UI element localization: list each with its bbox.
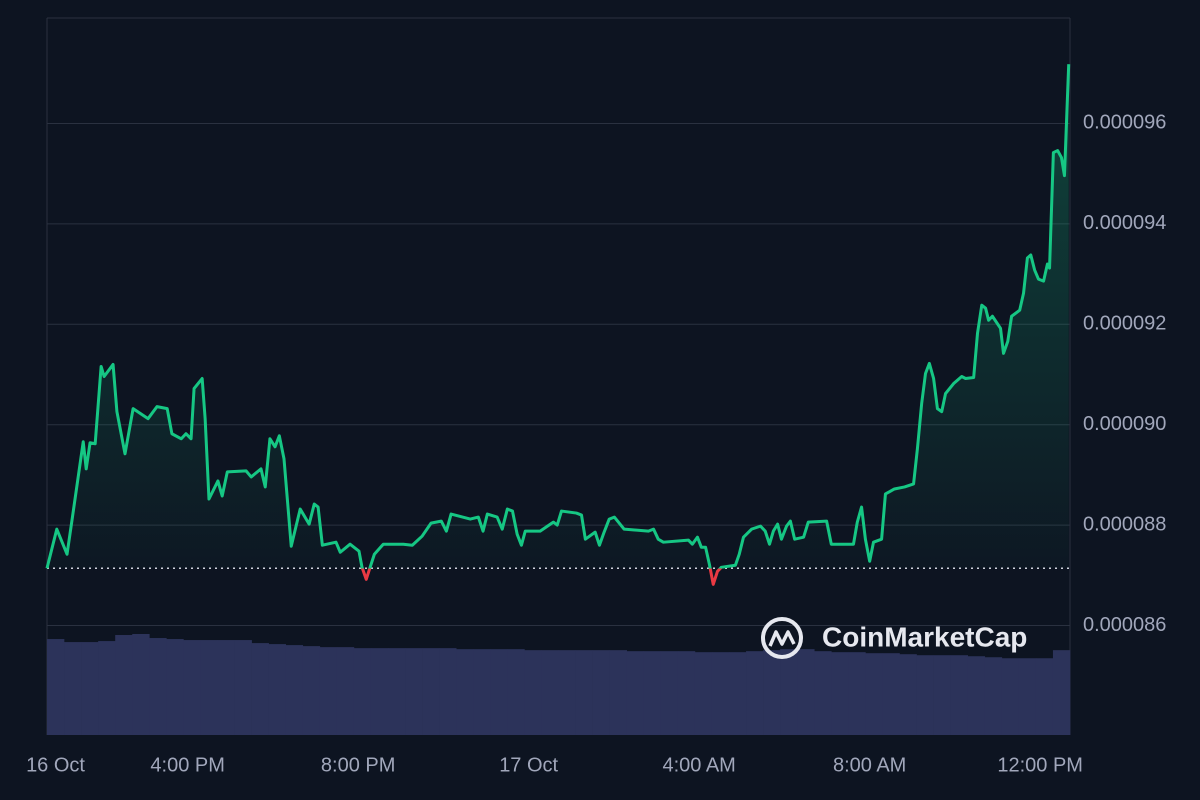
- volume-bar: [763, 650, 781, 735]
- volume-bar: [660, 651, 679, 735]
- volume-bar: [592, 650, 610, 735]
- volume-bar: [422, 648, 440, 735]
- volume-bar: [234, 640, 252, 735]
- x-tick-label: 8:00 PM: [321, 754, 395, 776]
- volume-bar: [1001, 658, 1020, 735]
- watermark-logo-m: [768, 630, 796, 647]
- volume-bar: [473, 649, 491, 735]
- volume-bar: [456, 649, 474, 735]
- volume-bar: [353, 648, 372, 735]
- volume-bar: [217, 640, 235, 735]
- volume-bar: [490, 649, 508, 735]
- volume-bar: [643, 651, 662, 735]
- volume-bar: [609, 650, 627, 735]
- volume-bar: [200, 640, 218, 735]
- volume-bar: [1018, 658, 1037, 735]
- x-tick-label: 4:00 AM: [662, 754, 735, 776]
- volume-bar: [848, 652, 866, 735]
- x-tick-label: 4:00 PM: [150, 754, 224, 776]
- volume-bar: [831, 652, 849, 735]
- volume-bar: [98, 641, 116, 735]
- volume-bar: [729, 652, 747, 735]
- x-tick-label: 17 Oct: [499, 754, 558, 776]
- volume-bar: [1052, 650, 1071, 735]
- x-tick-label: 16 Oct: [26, 754, 85, 776]
- volume-bar: [439, 648, 457, 735]
- watermark-logo: [761, 617, 803, 659]
- volume-bar: [1035, 658, 1054, 735]
- price-area: [47, 64, 1069, 569]
- volume-bar: [899, 654, 917, 735]
- volume-bar: [507, 649, 525, 735]
- volume-bar: [285, 645, 304, 735]
- volume-bar: [933, 655, 951, 735]
- volume-bar: [865, 653, 883, 735]
- y-tick-label: 0.000096: [1083, 112, 1166, 134]
- volume-bar: [677, 651, 696, 735]
- volume-bar: [711, 652, 730, 735]
- volume-bar: [524, 650, 542, 735]
- volume-bar: [302, 646, 321, 735]
- volume-bar: [149, 638, 167, 735]
- y-tick-label: 0.000094: [1083, 212, 1166, 234]
- volume-bar: [950, 655, 968, 735]
- volume-bar: [746, 651, 764, 735]
- volume-bar: [336, 647, 355, 735]
- volume-bar: [251, 643, 269, 735]
- y-tick-label: 0.000090: [1083, 413, 1166, 435]
- volume-bar: [882, 653, 900, 735]
- volume-bar: [183, 640, 201, 735]
- volume-bar: [814, 651, 832, 735]
- volume-bar: [967, 656, 986, 735]
- volume-bar: [166, 639, 184, 735]
- volume-bar: [405, 648, 423, 735]
- volume-bar: [780, 649, 798, 735]
- watermark: CoinMarketCap: [761, 617, 1027, 659]
- volume-bar: [132, 634, 150, 735]
- volume-bar: [558, 650, 576, 735]
- volume-bar: [268, 644, 286, 735]
- volume-bar: [626, 651, 645, 735]
- x-tick-label: 12:00 PM: [997, 754, 1083, 776]
- volume-bar: [797, 649, 815, 735]
- x-tick-label: 8:00 AM: [833, 754, 906, 776]
- volume-bar: [81, 642, 99, 735]
- volume-bar: [64, 642, 82, 735]
- price-line: [45, 64, 1071, 586]
- volume-bar: [541, 650, 559, 735]
- volume-bar: [388, 648, 406, 735]
- y-tick-label: 0.000088: [1083, 513, 1166, 535]
- volume-bar: [370, 648, 389, 735]
- volume-bar: [319, 647, 338, 735]
- volume-bar: [916, 655, 934, 735]
- y-tick-label: 0.000086: [1083, 614, 1166, 636]
- y-tick-label: 0.000092: [1083, 313, 1166, 335]
- watermark-text: CoinMarketCap: [822, 621, 1027, 652]
- volume-bar: [115, 635, 133, 735]
- volume-bar: [575, 650, 593, 735]
- volume-bar: [694, 652, 713, 735]
- volume-bar: [47, 639, 65, 735]
- volume-bar: [984, 657, 1003, 735]
